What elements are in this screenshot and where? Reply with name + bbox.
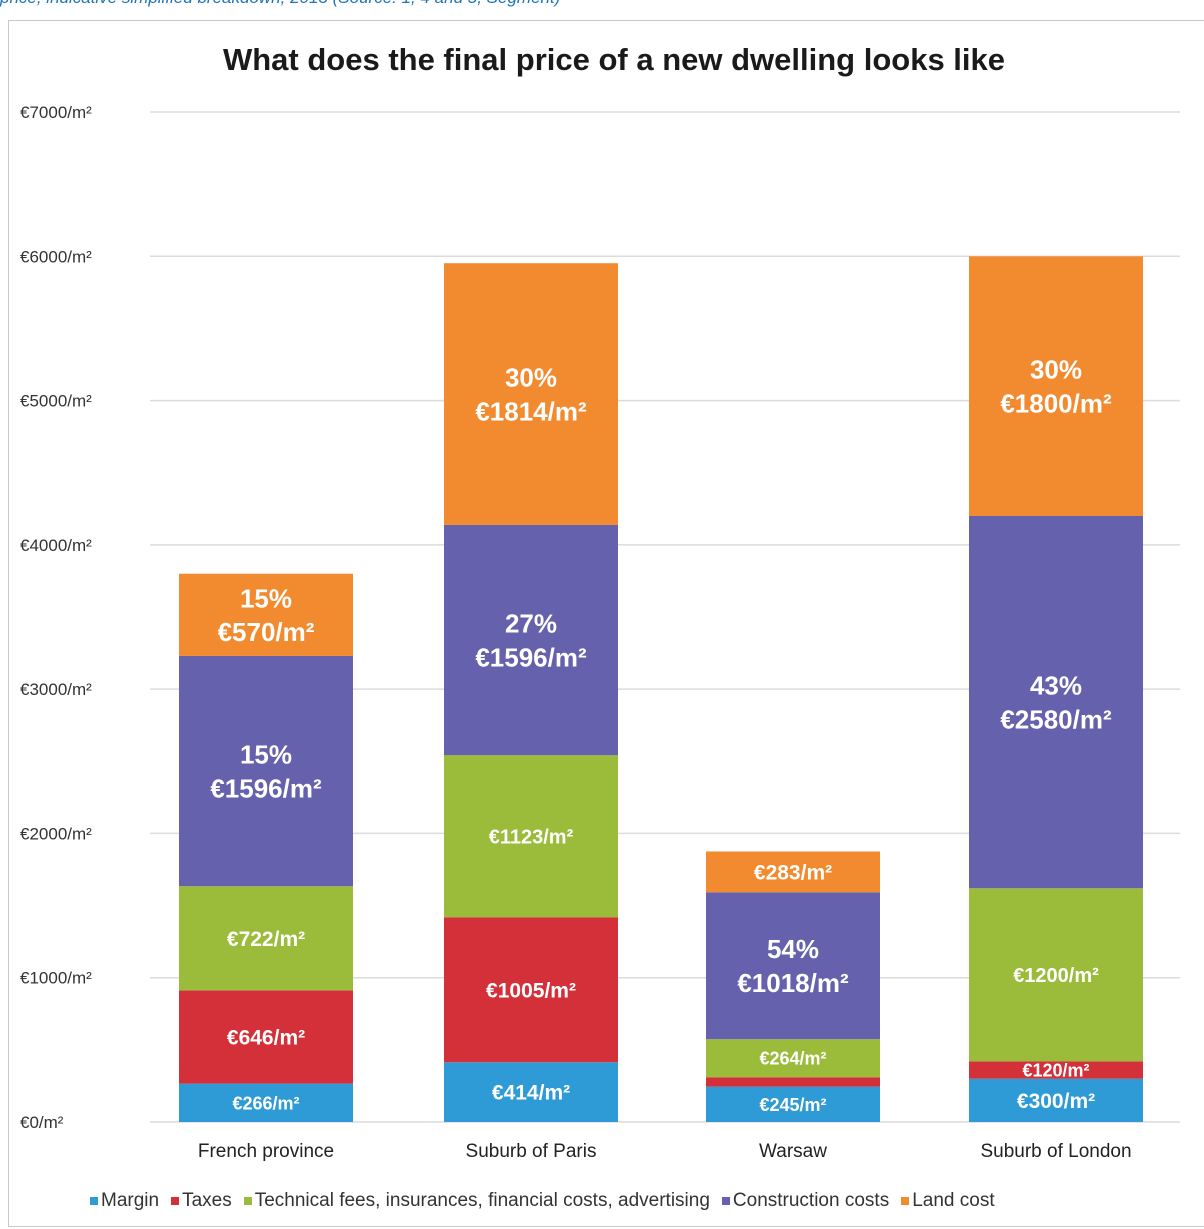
bar-segment [706,892,880,1040]
bar-segment [179,655,353,887]
legend-label: Technical fees, insurances, financial co… [254,1190,710,1211]
data-label: 15% [240,583,292,613]
legend-label: Margin [101,1190,160,1211]
y-tick-label: €5000/m² [20,392,92,411]
bar-segment [179,573,353,656]
bar-segment [706,1086,880,1122]
data-label: 27% [505,609,557,639]
bar-segment [179,886,353,991]
data-label: €1018/m² [737,968,849,998]
chart-legend: Margin Taxes Technical fees, insurances, f… [90,1190,1007,1212]
legend-item: Taxes [171,1190,232,1212]
data-label: 15% [240,740,292,770]
data-label: €722/m² [227,928,305,951]
data-label: €245/m² [759,1095,826,1115]
data-label: €264/m² [759,1049,826,1069]
data-label: €283/m² [754,861,832,884]
bar-segment [444,755,618,918]
bar-segment [706,851,880,893]
y-tick-label: €0/m² [20,1113,64,1132]
data-label: €2580/m² [1000,704,1112,734]
legend-swatch [243,1197,252,1205]
bar-segment [444,263,618,525]
legend-swatch [721,1197,730,1205]
bar-segment [179,1083,353,1122]
x-category-label: Warsaw [759,1141,827,1162]
y-tick-label: €6000/m² [20,247,92,266]
y-tick-label: €3000/m² [20,680,92,699]
data-label: 30% [505,363,557,393]
bar-segment [444,917,618,1063]
legend-item: Land cost [901,1190,995,1212]
data-label: €1596/m² [210,773,322,803]
data-label: €120/m² [1022,1061,1089,1081]
x-category-label: Suburb of Paris [466,1141,597,1162]
data-label: 30% [1030,355,1082,385]
bar-segment [706,1077,880,1087]
data-label: 43% [1030,671,1082,701]
legend-item: Construction costs [721,1190,890,1212]
bar-segment [444,524,618,756]
data-label: €300/m² [1017,1090,1095,1113]
data-label: €570/m² [218,617,315,647]
legend-item: Margin [90,1190,159,1212]
bar-segment [969,1061,1143,1079]
y-tick-label: €4000/m² [20,536,92,555]
legend-swatch [90,1197,98,1205]
y-tick-label: €2000/m² [20,824,92,843]
data-label: €1800/m² [1000,388,1112,418]
data-label: €1005/m² [486,979,576,1002]
legend-item: Technical fees, insurances, financial co… [243,1190,710,1212]
y-tick-label: €1000/m² [20,969,92,988]
legend-label: Land cost [912,1190,995,1211]
data-label: €414/m² [492,1082,570,1105]
y-tick-label: €7000/m² [20,103,92,122]
bar-segment [706,1039,880,1078]
legend-swatch [171,1197,180,1205]
bar-segment [969,516,1143,889]
legend-swatch [901,1197,910,1205]
bar-segment [969,256,1143,516]
data-label: €646/m² [227,1027,305,1050]
bar-segment [969,888,1143,1062]
data-label: €1596/m² [475,642,587,672]
legend-label: Construction costs [732,1190,890,1211]
bar-segment [179,990,353,1084]
x-category-label: French province [198,1141,334,1162]
chart-title: What does the final price of a new dwell… [222,42,1006,77]
figure-caption: price, indicative simplified breakdown, … [0,0,1204,10]
data-label: €1200/m² [1013,965,1099,987]
bar-segment [444,1062,618,1122]
legend-label: Taxes [182,1190,232,1211]
data-label: €1814/m² [475,396,587,426]
data-label: 54% [767,934,819,964]
data-label: €266/m² [232,1093,299,1113]
x-category-label: Suburb of London [980,1141,1131,1162]
data-label: €1123/m² [489,826,574,848]
bar-segment [969,1078,1143,1122]
